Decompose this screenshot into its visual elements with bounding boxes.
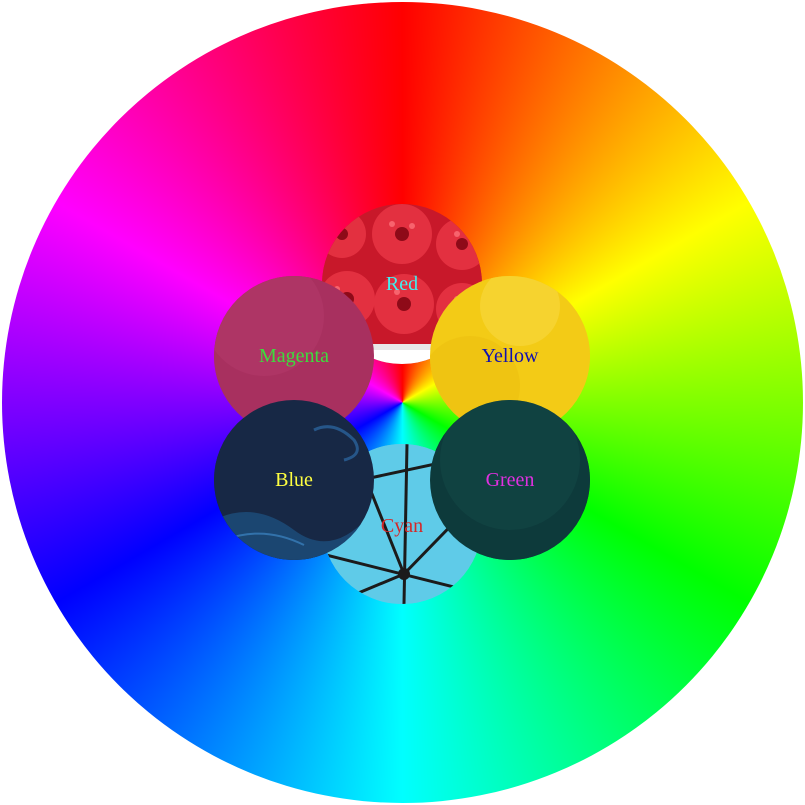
- swatch-label-cyan: Cyan: [380, 515, 424, 537]
- swatch-label-red: Red: [385, 273, 419, 295]
- swatch-label-magenta: Magenta: [259, 345, 329, 367]
- swatch-label-yellow: Yellow: [481, 345, 539, 367]
- green-photo: [430, 400, 590, 560]
- swatch-green[interactable]: Green: [430, 400, 590, 560]
- swatch-label-green: Green: [485, 469, 535, 491]
- water-photo: [214, 400, 374, 560]
- swatch-label-blue: Blue: [275, 469, 313, 491]
- swatch-blue[interactable]: Blue: [214, 400, 374, 560]
